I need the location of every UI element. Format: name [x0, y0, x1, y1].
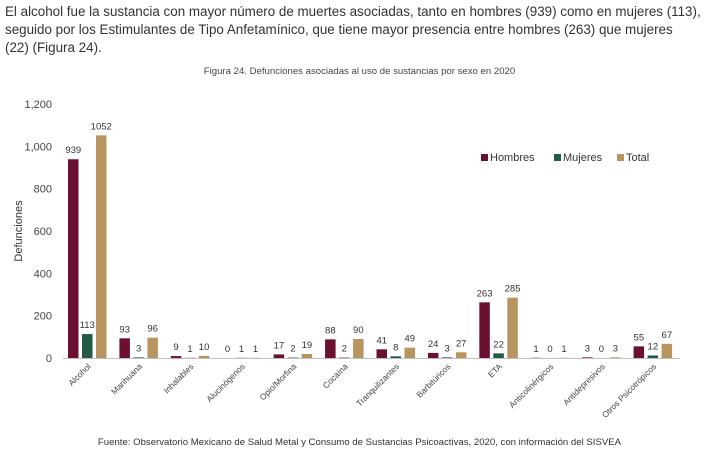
- bar-total: [610, 357, 621, 358]
- x-tick-label: Opio/Morfina: [257, 361, 298, 402]
- legend-label-hombres: Hombres: [490, 152, 535, 164]
- data-label-total: 1: [253, 344, 258, 355]
- x-tick-label: Anticolinérgicos: [507, 361, 556, 410]
- data-label-total: 285: [505, 284, 521, 295]
- bar-hombres: [68, 159, 79, 358]
- bar-hombres: [582, 357, 593, 358]
- figure-title: Figura 24. Defunciones asociadas al uso …: [203, 66, 516, 77]
- x-tick-label: Marihuana: [109, 361, 144, 396]
- data-label-total: 27: [456, 338, 467, 349]
- y-axis-label: Defunciones: [13, 200, 25, 262]
- bar-total: [507, 297, 518, 358]
- bar-total: [661, 343, 673, 358]
- bar-hombres: [633, 346, 645, 358]
- bar-hombres: [170, 356, 182, 358]
- data-label-hombres: 0: [225, 344, 230, 355]
- data-label-mujeres: 12: [648, 341, 659, 352]
- data-label-mujeres: 8: [393, 342, 398, 353]
- intro-text: El alcohol fue la sustancia con mayor nú…: [5, 3, 717, 57]
- data-label-hombres: 939: [65, 145, 81, 156]
- data-label-total: 10: [199, 342, 210, 353]
- source-note: Fuente: Observatorio Mexicano de Salud M…: [97, 437, 622, 448]
- y-tick-label: 200: [34, 311, 52, 323]
- x-tick-label: Alucinógenos: [204, 361, 247, 404]
- x-tick-label: Tranquilizantes: [354, 361, 401, 408]
- data-label-total: 96: [147, 324, 158, 335]
- bar-total: [96, 135, 107, 358]
- intro-line-3: (22) (Figura 24).: [5, 40, 102, 55]
- data-label-total: 49: [404, 334, 415, 345]
- bar-total: [198, 355, 210, 358]
- data-label-total: 1: [561, 344, 566, 355]
- bar-mujeres: [82, 334, 93, 358]
- legend-swatch-mujeres: [554, 154, 561, 161]
- bar-hombres: [273, 354, 285, 358]
- intro-line-1: El alcohol fue la sustancia con mayor nú…: [5, 4, 701, 19]
- y-tick-label: 1,200: [24, 99, 52, 111]
- legend-swatch-total: [617, 154, 624, 161]
- data-label-total: 90: [353, 325, 364, 336]
- data-label-hombres: 41: [376, 335, 387, 346]
- data-label-mujeres: 0: [547, 344, 552, 355]
- data-label-hombres: 93: [119, 324, 130, 335]
- bar-hombres: [427, 352, 439, 358]
- x-tick-label: ETA: [486, 361, 504, 379]
- legend-label-total: Total: [626, 152, 649, 164]
- bar-total: [353, 338, 364, 358]
- data-label-mujeres: 3: [136, 343, 141, 354]
- bar-mujeres: [390, 356, 401, 358]
- data-label-total: 19: [302, 340, 313, 351]
- y-tick-label: 400: [34, 268, 52, 280]
- bar-total: [301, 353, 313, 358]
- bar-mujeres: [647, 355, 659, 358]
- data-label-mujeres: 2: [342, 344, 347, 355]
- bar-hombres: [376, 349, 387, 358]
- data-label-mujeres: 1: [239, 344, 244, 355]
- data-label-total: 1052: [91, 121, 112, 132]
- bar-mujeres: [493, 353, 504, 358]
- legend-label-mujeres: Mujeres: [563, 152, 603, 164]
- bar-mujeres: [441, 357, 453, 358]
- bar-total: [147, 337, 158, 358]
- data-label-hombres: 88: [325, 325, 336, 336]
- y-tick-label: 600: [34, 226, 52, 238]
- data-label-mujeres: 3: [445, 343, 450, 354]
- data-label-mujeres: 22: [493, 339, 504, 350]
- data-label-mujeres: 2: [290, 344, 295, 355]
- bar-hombres: [119, 338, 130, 358]
- x-tick-label: Barbitúricos: [414, 361, 452, 399]
- data-label-hombres: 9: [173, 342, 178, 353]
- y-tick-label: 1,000: [24, 141, 52, 153]
- legend-swatch-hombres: [481, 154, 488, 161]
- data-label-total: 67: [662, 330, 673, 341]
- data-label-mujeres: 1: [187, 344, 192, 355]
- y-tick-label: 0: [46, 353, 52, 365]
- data-label-mujeres: 0: [599, 344, 604, 355]
- x-tick-label: Antidepresivos: [561, 361, 607, 407]
- data-label-mujeres: 113: [80, 320, 95, 331]
- data-label-hombres: 263: [477, 288, 493, 299]
- bar-hombres: [479, 302, 490, 358]
- y-tick-label: 800: [34, 184, 52, 196]
- data-label-total: 3: [613, 343, 618, 354]
- bar-mujeres: [133, 357, 144, 358]
- data-label-hombres: 24: [428, 339, 439, 350]
- intro-line-2: seguido por los Estimulantes de Tipo Anf…: [5, 22, 673, 37]
- bar-hombres: [325, 339, 336, 358]
- data-label-hombres: 55: [634, 332, 645, 343]
- data-label-hombres: 17: [274, 340, 285, 351]
- x-tick-label: Alcohol: [66, 361, 93, 388]
- x-tick-label: Otros Psicotrópicos: [600, 361, 658, 419]
- bar-total: [404, 347, 415, 358]
- x-tick-label: Inhalables: [161, 361, 195, 395]
- data-label-hombres: 3: [585, 343, 590, 354]
- bar-total: [455, 352, 467, 358]
- data-label-hombres: 1: [533, 344, 538, 355]
- x-tick-label: Cocaína: [321, 361, 350, 390]
